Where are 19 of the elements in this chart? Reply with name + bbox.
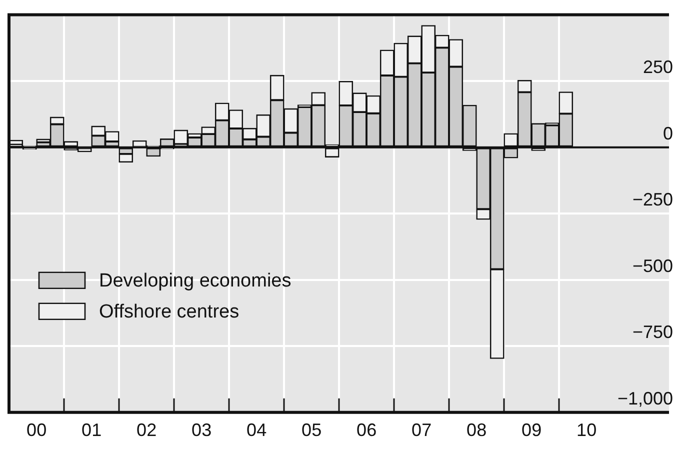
y-tick-label: −750 <box>632 322 673 342</box>
legend-label: Developing economies <box>99 270 292 292</box>
x-tick-label: 04 <box>246 420 267 440</box>
y-tick-label: −250 <box>632 190 673 210</box>
x-tick-label: 03 <box>192 420 212 440</box>
x-tick-label: 02 <box>136 420 157 440</box>
x-tick-label: 05 <box>302 420 322 440</box>
x-tick-label: 07 <box>412 420 432 440</box>
y-tick-label: 250 <box>642 57 673 78</box>
y-tick-label: 0 <box>662 123 673 144</box>
x-tick-label: 00 <box>26 420 47 440</box>
y-tick-label: −1,000 <box>617 388 673 408</box>
x-tick-label: 09 <box>522 420 542 440</box>
x-tick-label: 10 <box>576 420 597 440</box>
x-tick-label: 01 <box>82 420 102 440</box>
x-tick-label: 06 <box>356 420 377 440</box>
x-tick-label: 08 <box>466 420 487 440</box>
y-tick-label: −500 <box>632 256 673 276</box>
legend-label: Offshore centres <box>99 302 240 323</box>
